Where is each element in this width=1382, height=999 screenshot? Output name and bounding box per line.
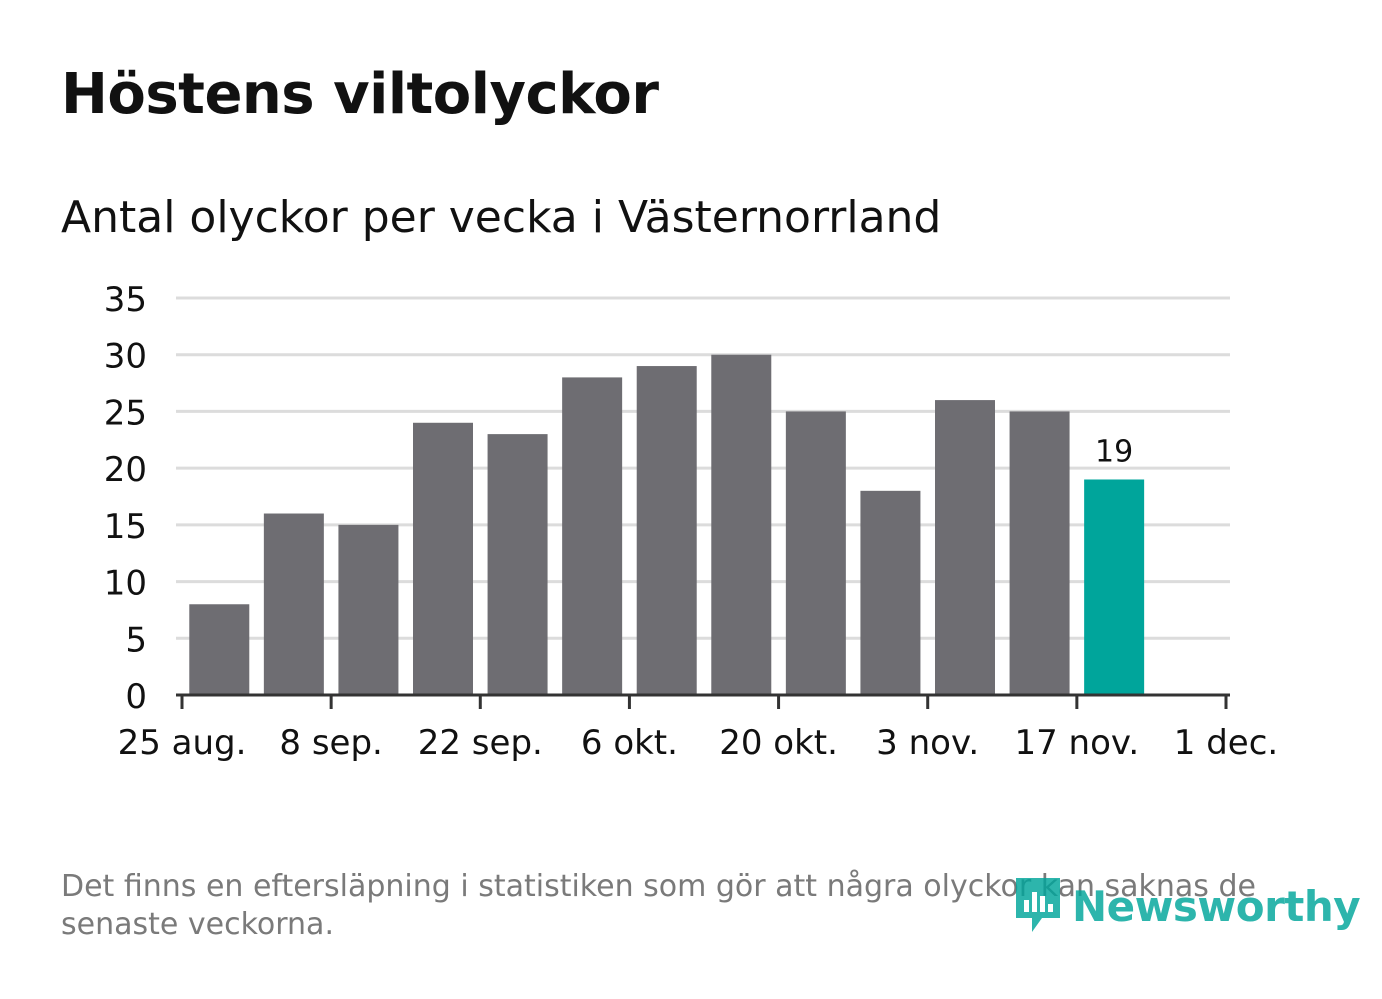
x-tick-label: 8 sep. — [279, 723, 382, 763]
x-tick-labels: 25 aug. 8 sep. 22 sep. 6 okt. 20 okt. 3 nov. 1… — [118, 723, 1279, 763]
bar — [487, 434, 548, 695]
y-tick-label: 35 — [104, 280, 147, 320]
bar — [860, 490, 921, 695]
y-tick-label: 5 — [125, 620, 147, 660]
bar — [711, 354, 772, 695]
newsworthy-logo: Newsworthy — [1012, 874, 1361, 938]
bar — [1009, 411, 1070, 695]
data-label: 19 — [1095, 434, 1133, 469]
x-tick-label: 3 nov. — [876, 723, 979, 763]
chart-subtitle: Antal olyckor per vecka i Västernorrland — [61, 192, 942, 243]
chart-title: Höstens viltolyckor — [61, 62, 659, 127]
y-tick-label: 25 — [104, 393, 147, 433]
x-tick-label: 20 okt. — [719, 723, 838, 763]
y-tick-label: 0 — [125, 677, 147, 717]
x-tick-label: 17 nov. — [1014, 723, 1139, 763]
bar — [413, 422, 473, 695]
x-tick-label: 6 okt. — [581, 723, 678, 763]
y-tick-label: 20 — [104, 450, 147, 490]
bar — [935, 400, 995, 695]
bar — [562, 377, 623, 695]
x-tick-label: 1 dec. — [1174, 723, 1278, 763]
bars — [189, 354, 1145, 695]
grid-lines — [176, 296, 1230, 640]
brand-name: Newsworthy — [1072, 881, 1361, 931]
x-axis — [176, 693, 1230, 709]
x-tick-label: 22 sep. — [418, 723, 543, 763]
bar — [189, 604, 250, 695]
y-tick-label: 30 — [104, 337, 147, 377]
bar — [636, 366, 697, 695]
y-tick-label: 15 — [104, 507, 147, 547]
x-tick-label: 25 aug. — [118, 723, 247, 763]
bar — [785, 411, 846, 695]
bar-highlight — [1084, 479, 1145, 695]
bar — [338, 524, 399, 695]
bar — [263, 513, 324, 695]
data-labels: 19 — [1095, 434, 1133, 469]
y-tick-labels: 0 5 10 15 20 25 30 35 — [104, 280, 147, 717]
y-tick-label: 10 — [104, 564, 147, 604]
newsworthy-logo-icon — [1016, 878, 1060, 932]
